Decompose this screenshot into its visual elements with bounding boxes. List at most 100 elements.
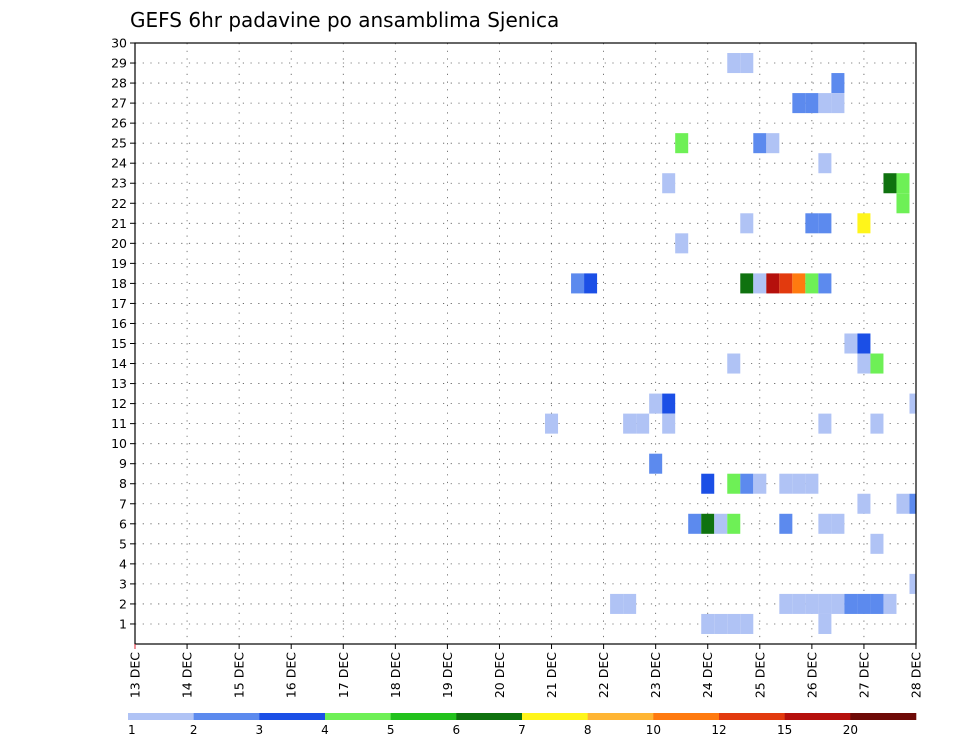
color-bar-label: 8 xyxy=(584,723,592,737)
precip-cell xyxy=(688,513,702,534)
precip-cell xyxy=(714,613,728,634)
y-tick-label: 10 xyxy=(111,436,127,451)
color-bar-label: 20 xyxy=(843,723,858,737)
precip-cell xyxy=(818,593,832,614)
color-bar-segment xyxy=(719,713,785,720)
precip-cell xyxy=(831,513,845,534)
x-tick-label: 24 DEC xyxy=(700,652,715,698)
precip-cell xyxy=(870,593,884,614)
precip-cell xyxy=(753,473,767,494)
x-tick-label: 15 DEC xyxy=(232,652,247,698)
precip-cell xyxy=(662,173,676,194)
precip-cell xyxy=(818,613,832,634)
precip-cell xyxy=(779,473,793,494)
y-tick-label: 15 xyxy=(111,336,127,351)
color-bar-label: 6 xyxy=(453,723,461,737)
precip-cell xyxy=(909,393,916,414)
y-tick-label: 29 xyxy=(111,56,127,71)
precip-cell xyxy=(675,233,689,254)
y-tick-label: 5 xyxy=(119,536,127,551)
x-tick-label: 18 DEC xyxy=(388,652,403,698)
precip-cell xyxy=(610,593,624,614)
x-tick-label: 20 DEC xyxy=(492,652,507,698)
precip-cell xyxy=(883,173,897,194)
y-tick-label: 28 xyxy=(111,76,127,91)
color-bar-segment xyxy=(325,713,391,720)
precip-cell xyxy=(766,133,780,154)
precip-cell xyxy=(883,593,897,614)
y-axis: 1234567891011121314151617181920212223242… xyxy=(111,36,135,631)
x-tick-label: 25 DEC xyxy=(752,652,767,698)
color-bar-label: 3 xyxy=(256,723,264,737)
precip-cell xyxy=(831,93,845,114)
grid-lines xyxy=(135,43,916,644)
x-tick-label: 23 DEC xyxy=(648,652,663,698)
color-bar-label: 12 xyxy=(711,723,726,737)
precip-cell xyxy=(740,273,754,294)
precip-cell xyxy=(701,513,715,534)
precip-cell xyxy=(896,493,910,514)
precip-cell xyxy=(805,213,819,234)
color-bar-label: 5 xyxy=(387,723,395,737)
color-bar-segment xyxy=(587,713,654,720)
color-bar-segment xyxy=(390,713,457,720)
y-tick-label: 25 xyxy=(111,136,127,151)
x-axis: 13 DEC 14 DEC 15 DEC 16 DEC 17 DEC 18 DEC 19 D… xyxy=(128,644,924,698)
precip-cell xyxy=(831,73,845,94)
y-tick-label: 6 xyxy=(119,516,127,531)
precip-cell xyxy=(857,493,871,514)
precip-cell xyxy=(584,273,598,294)
precip-cell xyxy=(727,53,741,74)
precip-cell xyxy=(896,193,910,214)
precip-cell xyxy=(818,153,832,174)
y-tick-label: 18 xyxy=(111,276,127,291)
plot-frame xyxy=(134,42,917,645)
y-tick-label: 19 xyxy=(111,256,127,271)
y-tick-label: 7 xyxy=(119,496,127,511)
precip-cell xyxy=(779,273,793,294)
precip-cell xyxy=(857,213,871,234)
y-tick-label: 23 xyxy=(111,176,127,191)
precip-cell xyxy=(571,273,585,294)
precip-cell xyxy=(818,273,832,294)
y-tick-label: 3 xyxy=(119,576,127,591)
precip-cell xyxy=(636,413,650,434)
x-tick-label: 27 DEC xyxy=(856,652,871,698)
color-bar-segment xyxy=(259,713,326,720)
y-tick-label: 20 xyxy=(111,236,127,251)
precip-cell xyxy=(818,93,832,114)
y-tick-label: 22 xyxy=(111,196,127,211)
y-tick-label: 1 xyxy=(119,616,127,631)
color-bar-label: 2 xyxy=(190,723,198,737)
precip-cell xyxy=(740,473,754,494)
precip-cell xyxy=(805,473,819,494)
precip-cell xyxy=(792,473,806,494)
data-cells xyxy=(545,53,916,634)
precip-cell xyxy=(701,613,715,634)
precip-cell xyxy=(753,273,767,294)
y-tick-label: 13 xyxy=(111,376,127,391)
precip-cell xyxy=(844,593,858,614)
precip-cell xyxy=(740,53,754,74)
precip-cell xyxy=(649,453,663,474)
y-tick-label: 11 xyxy=(111,416,127,431)
precip-cell xyxy=(818,513,832,534)
precip-cell xyxy=(792,93,806,114)
precip-cell xyxy=(818,413,832,434)
precip-cell xyxy=(727,353,741,374)
y-tick-label: 4 xyxy=(119,556,127,571)
precip-cell xyxy=(753,133,767,154)
color-bar-segment xyxy=(193,713,260,720)
precip-cell xyxy=(779,513,793,534)
color-bar-label: 4 xyxy=(321,723,329,737)
precip-cell xyxy=(623,413,637,434)
precip-cell xyxy=(844,333,858,354)
y-tick-label: 27 xyxy=(111,96,127,111)
precip-cell xyxy=(857,333,871,354)
precip-cell xyxy=(727,473,741,494)
x-tick-label: 28 DEC xyxy=(909,652,924,698)
x-tick-label: 22 DEC xyxy=(596,652,611,698)
x-tick-label: 13 DEC xyxy=(128,652,143,698)
precip-cell xyxy=(870,413,884,434)
